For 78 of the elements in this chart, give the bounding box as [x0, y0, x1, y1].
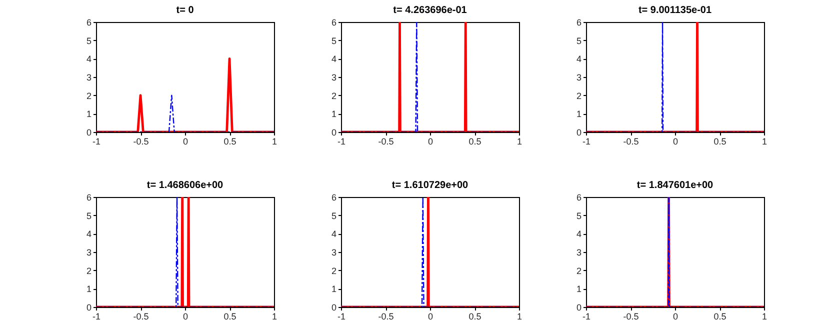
y-tick-label: 0 [331, 302, 336, 312]
y-tick-label: 2 [331, 266, 336, 276]
chart-title: t= 9.001135e-01 [638, 5, 712, 16]
y-tick-label: 6 [576, 192, 582, 202]
x-tick-label: 0 [672, 312, 678, 322]
x-tick-label: -1 [582, 312, 591, 322]
x-tick-label: 0 [182, 136, 188, 146]
y-tick-label: 4 [86, 229, 92, 240]
x-tick-label: 1 [516, 312, 522, 322]
x-tick-label: 0 [428, 312, 434, 322]
y-tick-label: 0 [576, 128, 582, 138]
y-tick-label: 0 [86, 128, 92, 138]
y-tick-label: 4 [331, 54, 336, 64]
y-tick-label: 0 [86, 302, 92, 312]
y-tick-label: 1 [576, 284, 582, 294]
x-tick-label: 1 [272, 312, 278, 322]
y-tick-label: 3 [331, 72, 336, 82]
y-tick-label: 6 [86, 18, 92, 28]
y-tick-label: 2 [576, 266, 582, 276]
y-tick-label: 1 [86, 284, 92, 294]
x-tick-label: -1 [92, 136, 101, 146]
y-tick-label: 6 [86, 192, 92, 202]
y-tick-label: 2 [86, 266, 92, 276]
y-tick-label: 3 [331, 248, 336, 258]
x-tick-label: -1 [337, 136, 346, 146]
y-tick-label: 5 [576, 36, 582, 46]
x-tick-label: -1 [582, 136, 591, 146]
x-tick-label: 1 [762, 312, 768, 322]
x-tick-label: -1 [337, 312, 346, 322]
x-tick-label: -0.5 [623, 312, 639, 322]
y-tick-label: 3 [576, 248, 582, 258]
y-tick-label: 4 [576, 54, 582, 64]
y-tick-label: 5 [576, 210, 582, 221]
x-tick-label: 0 [428, 136, 434, 146]
x-tick-label: 1 [516, 136, 522, 146]
chart-title: t= 1.610729e+00 [392, 180, 469, 191]
chart-title: t= 1.468606e+00 [146, 180, 224, 191]
y-tick-label: 2 [331, 90, 336, 101]
y-tick-label: 6 [331, 192, 336, 202]
y-tick-label: 6 [331, 18, 336, 28]
x-tick-label: -0.5 [133, 312, 149, 322]
x-tick-label: 0.5 [468, 312, 482, 322]
y-tick-label: 1 [331, 109, 336, 120]
chart-title: t= 1.847601e+00 [636, 180, 714, 191]
y-tick-label: 1 [576, 109, 582, 120]
x-tick-label: -0.5 [378, 136, 394, 146]
y-tick-label: 1 [86, 109, 92, 120]
y-tick-label: 4 [331, 229, 336, 240]
x-tick-label: 0.5 [714, 136, 726, 146]
x-tick-label: 0 [182, 312, 188, 322]
chart-title: t= 0 [176, 5, 194, 16]
x-tick-label: 1 [762, 136, 768, 146]
x-tick-label: -0.5 [623, 136, 639, 146]
x-tick-label: 0.5 [468, 136, 482, 146]
x-tick-label: -1 [92, 312, 101, 322]
y-tick-label: 5 [86, 36, 92, 46]
y-tick-label: 4 [576, 229, 582, 240]
y-tick-label: 3 [86, 72, 92, 82]
y-tick-label: 5 [331, 36, 336, 46]
y-tick-label: 6 [576, 18, 582, 28]
x-tick-label: -0.5 [133, 136, 149, 146]
y-tick-label: 2 [86, 90, 92, 101]
chart-title: t= 4.263696e-01 [393, 5, 468, 16]
x-tick-label: 0.5 [714, 312, 726, 322]
x-tick-label: 0.5 [224, 312, 236, 322]
y-tick-label: 5 [86, 210, 92, 221]
y-tick-label: 4 [86, 54, 92, 64]
y-tick-label: 3 [576, 72, 582, 82]
y-tick-label: 1 [331, 284, 336, 294]
x-tick-label: -0.5 [378, 312, 394, 322]
y-tick-label: 5 [331, 210, 336, 221]
x-tick-label: 0.5 [224, 136, 236, 146]
y-tick-label: 0 [331, 128, 336, 138]
y-tick-label: 3 [86, 248, 92, 258]
y-tick-label: 2 [576, 90, 582, 101]
x-tick-label: 1 [272, 136, 278, 146]
y-tick-label: 0 [576, 302, 582, 312]
x-tick-label: 0 [672, 136, 678, 146]
